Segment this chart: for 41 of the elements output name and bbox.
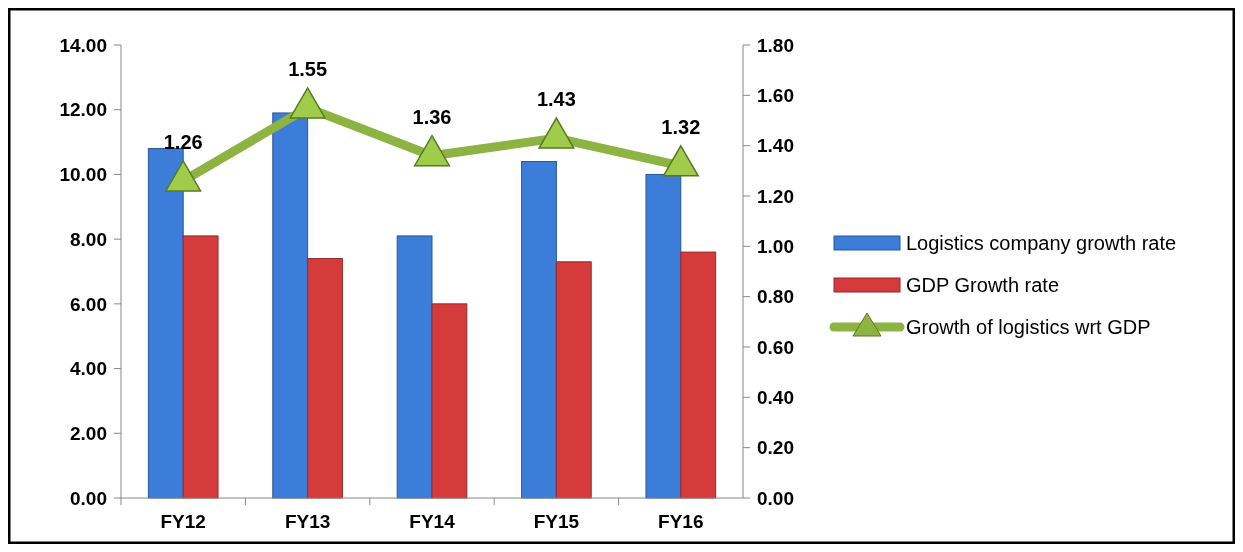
bar xyxy=(431,303,468,499)
y2-tick-label: 1.40 xyxy=(757,135,794,157)
bar xyxy=(272,112,309,499)
y2-tick-label: 0.20 xyxy=(757,437,794,459)
y2-tick-label: 1.00 xyxy=(757,235,794,257)
x-tick-label: FY13 xyxy=(284,511,331,532)
data-label: 1.43 xyxy=(536,88,576,111)
x-tick-label: FY16 xyxy=(658,511,704,532)
bar xyxy=(680,251,717,499)
y-tick-label: 6.00 xyxy=(70,293,107,315)
y-tick-label: 4.00 xyxy=(70,358,107,380)
bar xyxy=(147,148,184,499)
y2-tick-label: 0.60 xyxy=(757,336,794,358)
legend-label: Growth of logistics wrt GDP xyxy=(906,316,1151,338)
y2-tick-label: 1.80 xyxy=(757,34,794,56)
y2-tick-label: 1.60 xyxy=(757,84,794,106)
data-label: 1.26 xyxy=(163,130,203,153)
y2-tick-label: 1.20 xyxy=(757,185,794,207)
y-tick-label: 10.00 xyxy=(59,164,107,186)
bar xyxy=(396,235,433,499)
bar xyxy=(521,160,557,499)
y-tick-label: 2.00 xyxy=(70,422,107,444)
y-tick-label: 8.00 xyxy=(70,228,107,250)
x-tick-label: FY12 xyxy=(160,511,206,532)
y-tick-label: 12.00 xyxy=(59,99,107,121)
data-label: 1.32 xyxy=(661,115,701,138)
y-tick-label: 14.00 xyxy=(59,34,107,56)
x-tick-label: FY15 xyxy=(533,511,580,532)
legend-label: Logistics company growth rate xyxy=(906,232,1177,254)
legend-label: GDP Growth rate xyxy=(906,274,1060,296)
y2-tick-label: 0.00 xyxy=(757,487,794,509)
y2-tick-label: 0.40 xyxy=(757,386,794,408)
data-label: 1.36 xyxy=(412,105,452,128)
y-tick-label: 0.00 xyxy=(70,487,107,509)
y2-tick-label: 0.80 xyxy=(757,286,794,308)
bar xyxy=(645,173,682,499)
bar xyxy=(182,235,219,499)
x-tick-label: FY14 xyxy=(409,511,456,532)
bar xyxy=(307,258,343,499)
bar xyxy=(555,261,592,499)
data-label: 1.55 xyxy=(288,57,328,80)
